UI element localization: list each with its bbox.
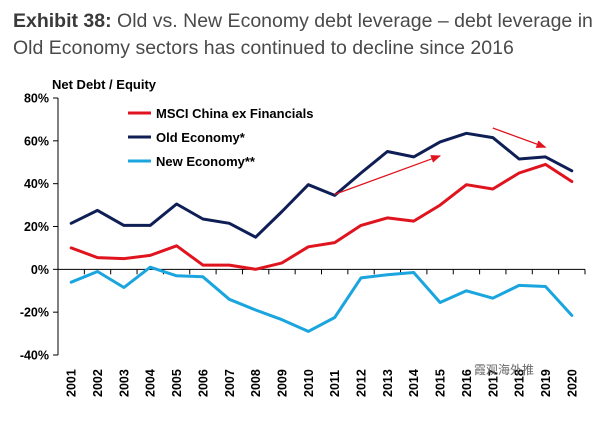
- y-axis-label: Net Debt / Equity: [52, 77, 157, 92]
- x-tick-label: 2008: [249, 369, 263, 397]
- x-tick-label: 2005: [170, 369, 184, 397]
- series-lines: [71, 133, 572, 331]
- legend-label: New Economy**: [156, 154, 256, 169]
- x-tick-label: 2020: [565, 369, 579, 397]
- x-tick-label: 2019: [539, 369, 553, 397]
- trend-arrow: [335, 156, 440, 195]
- watermark: 霞观海外推: [474, 361, 534, 378]
- legend-label: Old Economy*: [156, 130, 246, 145]
- x-tick-label: 2013: [381, 369, 395, 397]
- series-line: [71, 164, 572, 269]
- axes: -40% -20% 0% 20% 40% 60% 80% 2001 2002 2003 2004 20…: [20, 92, 585, 398]
- y-tick-label: -20%: [20, 306, 49, 320]
- x-tick-label: 2004: [144, 369, 158, 397]
- legend: MSCI China ex Financials Old Economy* New …: [128, 106, 314, 169]
- x-tick-label: 2014: [407, 369, 421, 397]
- y-tick-label: 40%: [24, 177, 49, 191]
- x-tick-label: 2012: [355, 369, 369, 397]
- x-tick-label: 2003: [117, 369, 131, 397]
- x-tick-label: 2015: [434, 369, 448, 397]
- y-tick-label: -40%: [20, 349, 49, 363]
- y-tick-label: 80%: [24, 92, 49, 106]
- y-tick-label: 0%: [31, 263, 49, 277]
- watermark-text: 霞观海外推: [474, 363, 534, 377]
- x-tick-label: 2016: [460, 369, 474, 397]
- x-tick-label: 2011: [328, 370, 342, 397]
- y-tick-label: 20%: [24, 220, 49, 234]
- legend-label: MSCI China ex Financials: [156, 106, 314, 121]
- x-tick-label: 2002: [91, 369, 105, 397]
- series-line: [71, 267, 572, 331]
- x-tick-label: 2006: [196, 369, 210, 397]
- x-tick-label: 2010: [302, 369, 316, 397]
- x-tick-label: 2009: [275, 369, 289, 397]
- x-tick-label: 2007: [223, 369, 237, 397]
- x-tick-label: 2001: [65, 369, 79, 397]
- annotations: [335, 128, 546, 194]
- y-tick-label: 60%: [24, 134, 49, 148]
